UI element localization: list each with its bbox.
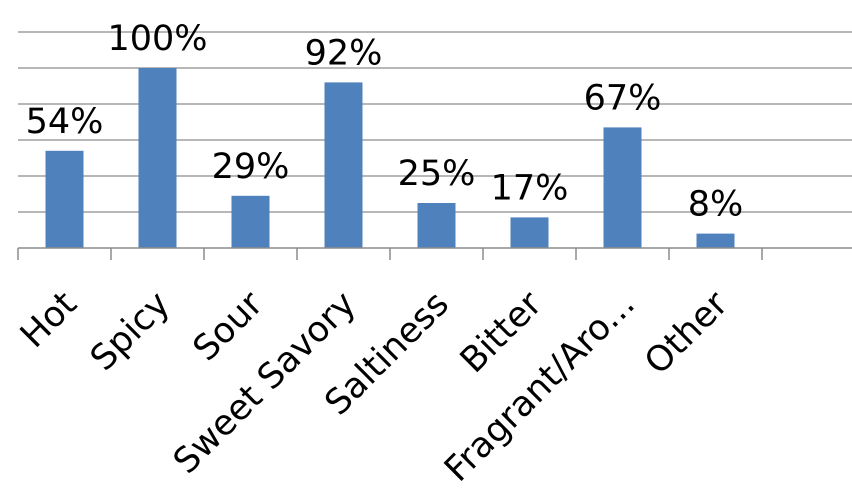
- data-label: 92%: [305, 33, 383, 73]
- category-label: Other: [637, 284, 736, 383]
- bar: [510, 217, 549, 248]
- bar: [138, 68, 177, 248]
- bar: [231, 195, 270, 248]
- bar: [45, 150, 84, 248]
- category-label: Hot: [13, 284, 85, 356]
- data-label: 8%: [688, 185, 744, 225]
- bar: [696, 233, 735, 248]
- bar: [417, 203, 456, 248]
- data-labels: 54% 100% 29% 92% 25% 17% 67% 8%: [26, 19, 744, 225]
- data-label: 17%: [491, 168, 569, 208]
- data-label: 54%: [26, 102, 104, 142]
- data-label: 29%: [212, 147, 290, 187]
- bar: [324, 82, 363, 249]
- data-label: 25%: [398, 154, 476, 194]
- data-label: 100%: [107, 19, 207, 59]
- bars: [45, 68, 735, 249]
- x-axis: [17, 247, 852, 260]
- category-label: Spicy: [83, 284, 178, 379]
- bar: [603, 127, 642, 248]
- data-label: 67%: [584, 78, 662, 118]
- category-label: Sour: [186, 284, 271, 369]
